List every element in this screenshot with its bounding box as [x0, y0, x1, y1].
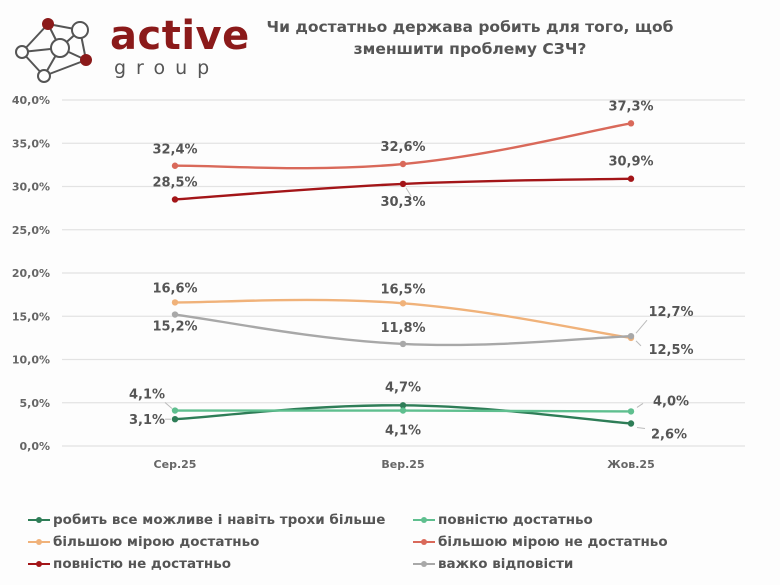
legend-label: більшою мірою достатньо: [53, 534, 260, 550]
data-point: [627, 408, 635, 415]
legend-item: більшою мірою не достатньо: [413, 534, 668, 550]
legend-label: робить все можливе і навіть трохи більше: [53, 512, 386, 528]
data-label: 30,9%: [608, 155, 653, 170]
data-label: 2,6%: [651, 428, 687, 443]
data-point: [399, 180, 407, 188]
legend-label: повністю достатньо: [438, 512, 593, 528]
data-point: [171, 407, 179, 414]
legend-line-marker-icon: [413, 517, 435, 523]
label-leader-line: [635, 340, 642, 347]
y-tick-label: 15,0%: [12, 310, 50, 323]
y-tick-label: 5,0%: [19, 397, 50, 410]
logo-sub: group: [114, 57, 220, 79]
legend-label: повністю не достатньо: [53, 556, 232, 572]
legend-line-marker-icon: [413, 539, 435, 545]
data-point: [399, 402, 407, 409]
data-point: [399, 340, 407, 348]
legend-item: повністю достатньо: [413, 512, 593, 528]
x-tick-label: Сер.25: [154, 458, 197, 471]
y-tick-label: 10,0%: [12, 354, 50, 367]
y-tick-label: 20,0%: [12, 267, 50, 280]
legend-item: важко відповісти: [413, 556, 573, 572]
legend-line-marker-icon: [28, 561, 50, 567]
data-label: 11,8%: [380, 321, 425, 336]
data-label: 37,3%: [608, 99, 653, 114]
label-leader-line: [164, 402, 173, 409]
data-label: 12,7%: [648, 305, 693, 320]
legend-line-marker-icon: [28, 539, 50, 545]
data-point: [627, 120, 635, 127]
data-label: 32,6%: [380, 140, 425, 155]
data-point: [171, 415, 179, 423]
legend-label: більшою мірою не достатньо: [438, 534, 668, 550]
legend-item: більшою мірою достатньо: [28, 534, 259, 550]
data-point: [627, 175, 635, 182]
data-label: 12,5%: [648, 343, 693, 358]
y-tick-label: 25,0%: [12, 224, 50, 237]
data-point: [171, 299, 179, 306]
data-point: [171, 196, 179, 203]
label-leader-line: [636, 427, 646, 430]
legend-item: робить все можливе і навіть трохи більше: [28, 512, 385, 528]
chart-title: Чи достатньо держава робить для того, що…: [266, 18, 674, 58]
label-leader-line: [635, 319, 648, 334]
data-label: 28,5%: [152, 175, 197, 190]
data-point: [171, 162, 179, 169]
legend-line-marker-icon: [413, 561, 435, 567]
network-logo-icon: [15, 18, 92, 83]
legend-line-marker-icon: [28, 517, 50, 523]
y-tick-label: 35,0%: [12, 137, 50, 150]
data-label: 3,1%: [129, 413, 165, 428]
y-tick-label: 0,0%: [19, 440, 50, 453]
data-label: 4,1%: [129, 388, 165, 403]
y-tick-label: 30,0%: [12, 181, 50, 194]
data-label: 15,2%: [152, 320, 197, 335]
legend-label: важко відповісти: [438, 556, 574, 572]
data-point: [399, 300, 407, 307]
line-chart: 0,0% 5,0% 10,0% 15,0% 20,0% 25,0% 30,0% 35,0% 40…: [12, 94, 745, 471]
logo: active group: [14, 8, 249, 84]
logo-brand: active: [110, 13, 250, 59]
x-tick-label: Вер.25: [381, 458, 424, 471]
data-point: [171, 311, 179, 318]
data-label: 4,1%: [385, 424, 421, 439]
data-point: [399, 160, 407, 168]
x-tick-label: Жов.25: [607, 458, 654, 471]
data-point: [627, 420, 635, 427]
y-tick-label: 40,0%: [12, 94, 50, 107]
data-label: 4,7%: [385, 380, 421, 395]
data-label: 16,5%: [380, 282, 425, 297]
data-label: 32,4%: [152, 143, 197, 158]
label-leader-line: [405, 187, 412, 197]
data-label: 16,6%: [152, 281, 197, 296]
data-label: 4,0%: [653, 394, 689, 409]
legend-item: повністю не достатньо: [28, 556, 231, 572]
label-leader-line: [636, 402, 644, 408]
data-point: [399, 407, 407, 414]
data-label: 30,3%: [380, 195, 425, 210]
data-point: [627, 332, 635, 340]
